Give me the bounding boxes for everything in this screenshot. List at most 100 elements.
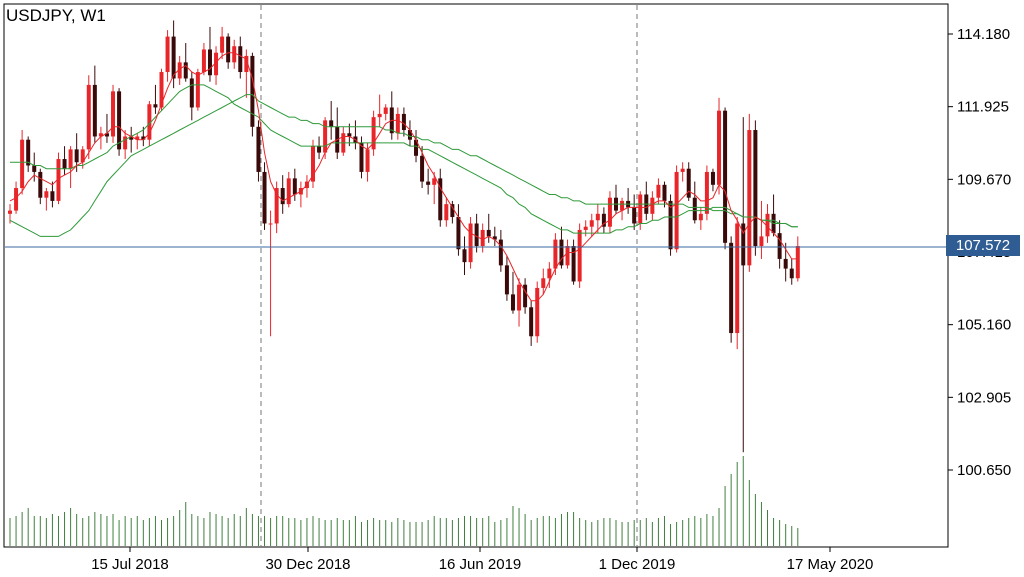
candle — [717, 97, 722, 195]
candle-body — [426, 181, 431, 185]
candle — [777, 220, 782, 269]
candle-body — [92, 84, 97, 137]
candle-body — [444, 204, 449, 221]
candle — [426, 168, 431, 195]
candle — [607, 191, 612, 234]
candle — [517, 278, 522, 327]
candle-body — [486, 229, 491, 237]
candle-body — [8, 210, 12, 214]
candle-body — [26, 139, 31, 166]
candle-body — [244, 55, 249, 73]
candle — [474, 213, 479, 253]
candle-body — [414, 139, 419, 156]
candle — [723, 107, 728, 250]
candle-body — [607, 197, 612, 227]
candle-body — [195, 72, 200, 108]
candle — [62, 146, 67, 176]
chart-title: USDJPY, W1 — [6, 6, 106, 25]
ma-fast-line — [9, 52, 798, 302]
candle-body — [274, 188, 279, 224]
candle — [383, 104, 388, 121]
x-tick-label: 30 Dec 2018 — [265, 556, 350, 573]
candle-body — [759, 236, 764, 247]
x-axis: 15 Jul 2018 30 Dec 2018 16 Jun 2019 1 Dec 2… — [91, 547, 873, 573]
candle — [741, 117, 746, 453]
candle — [523, 278, 528, 314]
candle-body — [547, 268, 552, 279]
candle — [165, 30, 170, 82]
candle-body — [286, 178, 291, 205]
candle-body — [577, 229, 582, 282]
candle — [444, 197, 449, 227]
candle-body — [559, 239, 564, 266]
candle-body — [620, 200, 625, 211]
candle — [220, 26, 225, 60]
candle — [280, 175, 285, 214]
candle-body — [280, 188, 285, 205]
candle — [359, 136, 364, 179]
candle — [226, 33, 231, 69]
candle-body — [250, 55, 255, 127]
candle-body — [177, 62, 182, 79]
candle-body — [692, 197, 697, 221]
candle-body — [510, 294, 515, 311]
candle-body — [517, 284, 522, 311]
candle-body — [44, 191, 49, 198]
candle-body — [420, 155, 425, 182]
candle-body — [256, 126, 261, 172]
candle-body — [632, 207, 637, 224]
candle-body — [159, 72, 164, 108]
candle — [195, 68, 200, 111]
period-separators — [260, 5, 638, 546]
candle-body — [214, 52, 219, 76]
candle-body — [583, 226, 588, 230]
candle — [535, 281, 540, 343]
candle — [274, 181, 279, 234]
candle-body — [704, 171, 709, 214]
candle-body — [32, 165, 37, 172]
candle — [86, 75, 91, 160]
candle-body — [789, 268, 794, 279]
candle-body — [86, 84, 91, 150]
candle-body — [456, 217, 461, 250]
candle — [268, 210, 273, 337]
candle-body — [262, 171, 267, 224]
candle — [656, 178, 661, 205]
candle — [50, 181, 55, 208]
candle — [595, 204, 600, 234]
candle-body — [311, 146, 315, 182]
candle-body — [135, 136, 140, 140]
candle-body — [317, 146, 322, 153]
candle — [559, 226, 564, 269]
moving-averages — [9, 52, 798, 302]
candle-body — [795, 246, 800, 279]
candle-body — [480, 229, 485, 247]
candle — [183, 43, 188, 82]
candle — [292, 168, 297, 201]
candle-body — [117, 91, 122, 150]
candle-body — [165, 36, 170, 73]
candle-body — [68, 149, 73, 169]
candle-body — [365, 149, 370, 172]
x-tick-label: 16 Jun 2019 — [439, 556, 522, 573]
candle — [256, 120, 261, 182]
candle-body — [595, 213, 600, 221]
candle — [704, 165, 709, 221]
candle-body — [680, 168, 685, 172]
candle — [692, 181, 697, 224]
candle — [765, 204, 770, 243]
x-tick-label: 17 May 2020 — [787, 556, 874, 573]
candle-body — [74, 149, 79, 163]
candle-body — [395, 113, 400, 134]
candle — [117, 88, 122, 156]
candle-body — [56, 159, 61, 201]
candle-body — [383, 107, 388, 114]
candle-body — [371, 117, 376, 150]
candle — [104, 113, 109, 143]
candle — [650, 191, 655, 221]
candle-body — [462, 249, 467, 263]
candle — [98, 126, 103, 150]
candle — [311, 139, 315, 189]
candle-body — [123, 136, 128, 150]
